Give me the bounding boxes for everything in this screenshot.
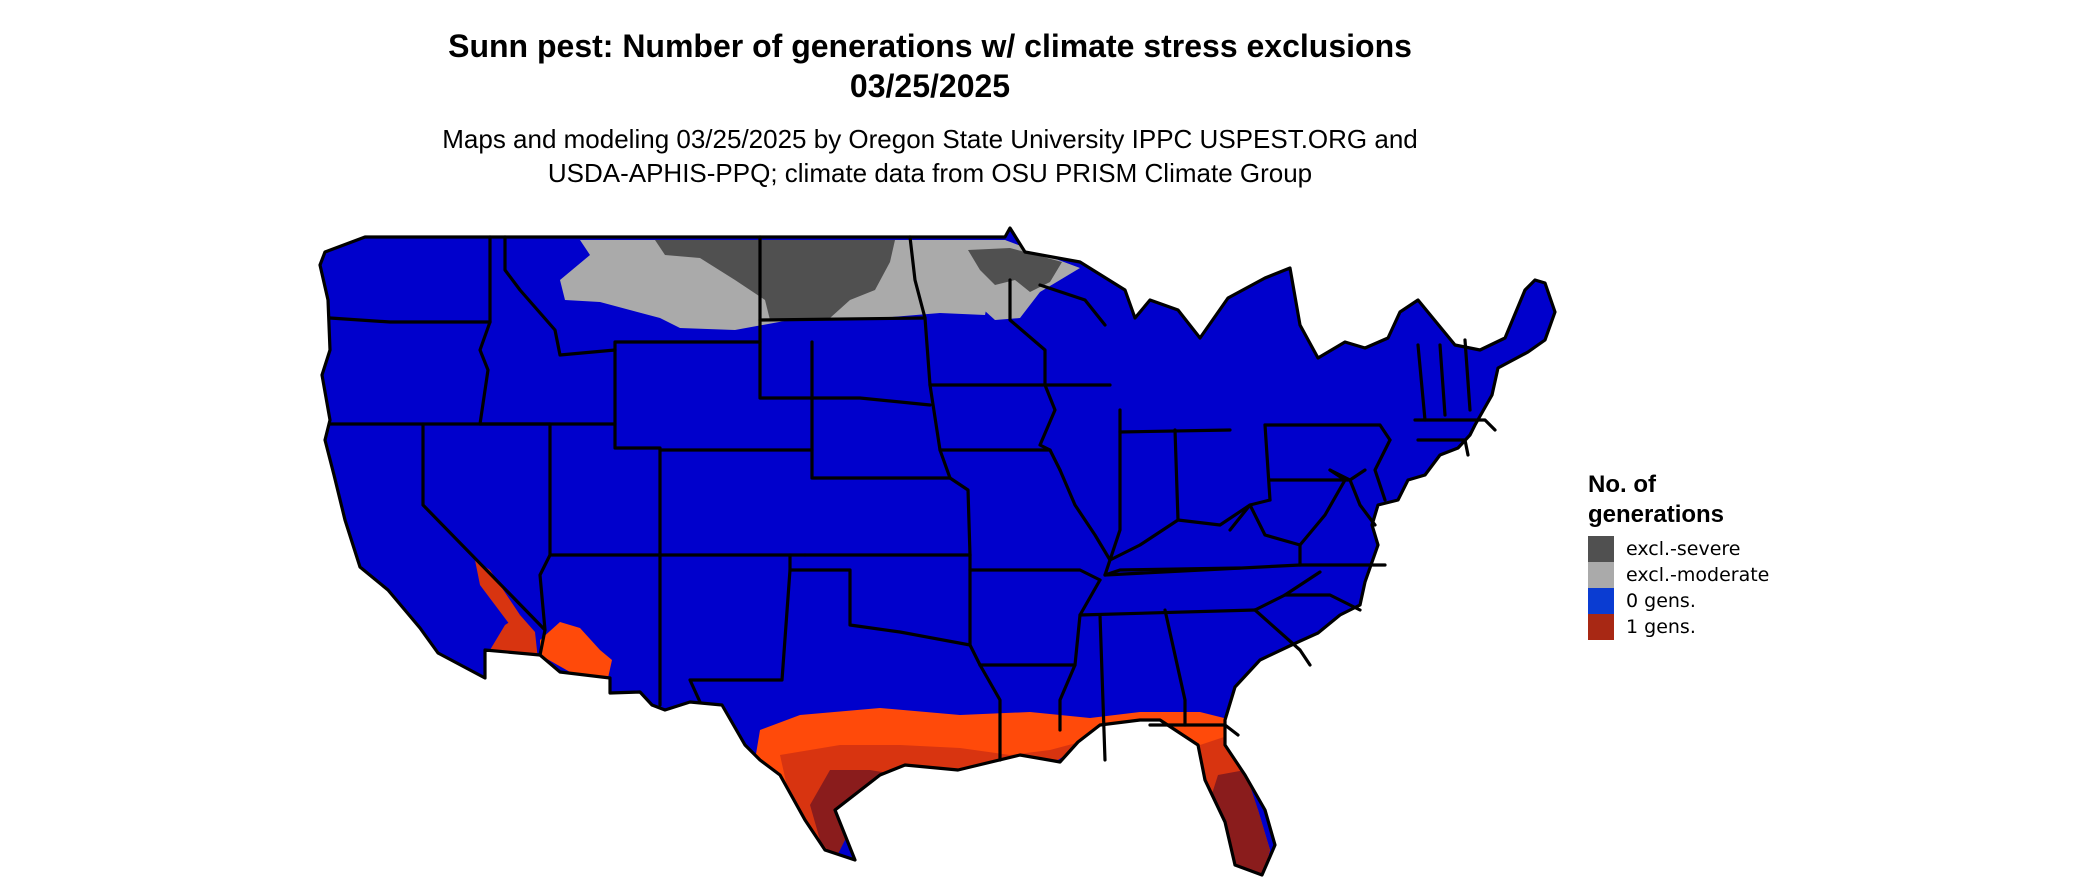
- map-subtitle-line2: USDA-APHIS-PPQ; climate data from OSU PR…: [547, 158, 1313, 188]
- border-in-oh: [1173, 428, 1180, 522]
- legend-swatch-1-gens: [1588, 614, 1614, 640]
- border-ca-nv: [421, 422, 547, 657]
- state-boundaries: [318, 226, 1557, 877]
- border-nh-me: [1463, 338, 1472, 412]
- severe-exclusion-zone-2: [968, 248, 1062, 292]
- border-il-in: [1108, 408, 1122, 562]
- border-ky-wv-va: [1248, 503, 1302, 567]
- legend-item-0-gens: 0 gens.: [1588, 588, 1769, 614]
- legend-item-1-gens: 1 gens.: [1588, 614, 1769, 640]
- border-nd-mn: [908, 235, 932, 387]
- legend-swatch-excl-severe: [1588, 536, 1614, 562]
- map-subtitle: Maps and modeling 03/25/2025 by Oregon S…: [442, 122, 1418, 190]
- border-mt-wy: [613, 235, 762, 352]
- border-pa-ny: [1263, 423, 1392, 442]
- border-id-mt: [503, 235, 617, 357]
- border-nv-ut-az: [538, 422, 552, 632]
- border-nc-sc: [1283, 593, 1362, 612]
- border-la-tx: [978, 663, 1002, 762]
- map-title-line1: Sunn pest: Number of generations w/ clim…: [448, 28, 1412, 64]
- legend-title-line2: generations: [1588, 501, 1725, 528]
- border-wa-or: [328, 316, 492, 324]
- legend-title-line1: No. of: [1588, 471, 1656, 498]
- border-nj: [1373, 438, 1392, 502]
- border-sd-ne: [758, 340, 932, 407]
- legend-label-excl-moderate: excl.-moderate: [1626, 564, 1770, 586]
- border-nd-sd: [758, 316, 927, 322]
- border-md-va: [1328, 468, 1377, 527]
- border-vt-nh: [1438, 343, 1447, 417]
- legend-label-0-gens: 0 gens.: [1626, 590, 1696, 612]
- one-generation-zone-california: [475, 560, 520, 625]
- border-ms-al: [1098, 613, 1107, 762]
- border-in-ky: [1108, 503, 1252, 562]
- one-generation-zone-deep-south: [810, 770, 1270, 875]
- border-ks-mo: [948, 476, 972, 557]
- border-ny-vt: [1416, 343, 1427, 422]
- border-ne-ks: [810, 448, 952, 480]
- border-al-ga: [1163, 608, 1187, 727]
- border-mo-ar: [968, 568, 1102, 582]
- map-subtitle-line1: Maps and modeling 03/25/2025 by Oregon S…: [442, 124, 1418, 154]
- legend-label-1-gens: 1 gens.: [1626, 616, 1696, 638]
- severe-exclusion-zone: [655, 240, 895, 320]
- one-generation-zone-southwest: [540, 622, 612, 678]
- border-ms-tn: [1078, 608, 1257, 617]
- border-wi-mi: [1038, 283, 1107, 327]
- legend-swatch-0-gens: [1588, 588, 1614, 614]
- map-title-date: 03/25/2025: [849, 68, 1011, 104]
- border-oh-pa: [1263, 423, 1272, 502]
- border-tn-ky: [1103, 563, 1302, 577]
- border-in-mi: [1118, 428, 1232, 434]
- border-ma-ct: [1413, 418, 1497, 432]
- border-ct-ri: [1416, 438, 1470, 457]
- border-ia-il: [1038, 383, 1057, 452]
- border-ga-sc: [1253, 608, 1312, 667]
- legend: No. of generations excl.-severe excl.-mo…: [1588, 470, 1769, 640]
- map-title: Sunn pest: Number of generations w/ clim…: [448, 26, 1412, 106]
- border-mo-il: [1058, 468, 1112, 577]
- legend-label-excl-severe: excl.-severe: [1626, 538, 1741, 560]
- border-ok-tx: [788, 568, 982, 667]
- legend-item-excl-severe: excl.-severe: [1588, 536, 1769, 562]
- border-or-id: [478, 320, 492, 426]
- legend-title: No. of generations: [1588, 470, 1769, 530]
- national-outline: [318, 226, 1557, 877]
- border-nm-tx: [688, 553, 792, 704]
- border-ga-fl: [1148, 723, 1240, 737]
- legend-swatch-excl-moderate: [1588, 562, 1614, 588]
- legend-item-excl-moderate: excl.-moderate: [1588, 562, 1769, 588]
- border-ar-ms: [1058, 578, 1102, 732]
- border-mn-wi: [1008, 278, 1047, 387]
